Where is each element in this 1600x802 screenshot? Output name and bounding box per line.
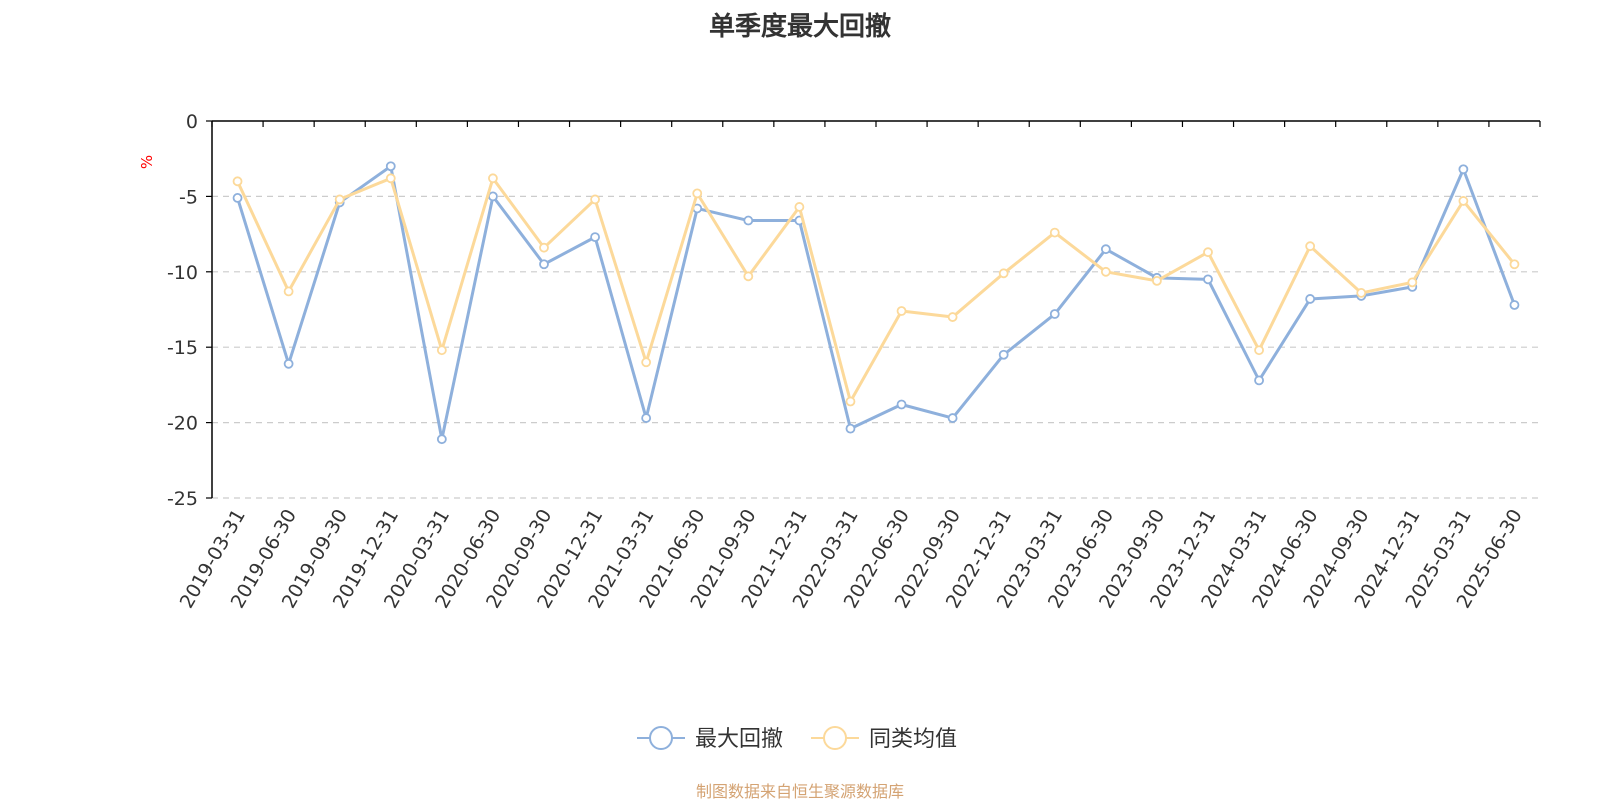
- data-point: [1049, 309, 1060, 319]
- data-point: [947, 312, 958, 322]
- data-point: [1305, 241, 1316, 252]
- data-point: [488, 173, 498, 184]
- data-point: [1100, 266, 1111, 277]
- data-point: [947, 413, 958, 423]
- data-point: [1254, 375, 1264, 386]
- data-point: [692, 188, 703, 199]
- data-point: [794, 202, 805, 212]
- data-point: [896, 399, 907, 410]
- legend-circle-marker: [649, 726, 673, 750]
- data-point: [1203, 274, 1213, 285]
- y-axis-unit-label: %: [138, 155, 156, 169]
- data-point: [1509, 259, 1520, 270]
- y-tick-label: -5: [179, 186, 198, 208]
- data-point: [232, 176, 243, 187]
- data-point: [488, 191, 498, 202]
- data-point: [590, 194, 600, 205]
- legend-circle-marker: [823, 726, 847, 750]
- y-tick-label: -10: [167, 262, 198, 284]
- data-point: [1100, 244, 1111, 255]
- y-tick-label: -20: [167, 413, 198, 435]
- data-point: [998, 349, 1009, 360]
- data-point: [845, 396, 856, 407]
- data-point: [743, 215, 754, 226]
- data-point: [1509, 300, 1520, 310]
- data-point: [1203, 247, 1213, 258]
- data-point: [539, 242, 549, 253]
- data-point: [539, 259, 549, 270]
- data-point: [385, 173, 396, 184]
- data-point: [1049, 227, 1060, 238]
- data-point: [1305, 294, 1316, 304]
- data-point: [334, 194, 345, 205]
- data-point: [896, 306, 907, 316]
- data-point: [1407, 277, 1418, 288]
- series-line-max-drawdown: [236, 164, 1516, 441]
- data-point: [1458, 164, 1469, 175]
- data-point: [436, 345, 447, 356]
- data-point: [1152, 275, 1162, 286]
- data-point: [1254, 345, 1264, 356]
- chart-title: 单季度最大回撤: [708, 12, 891, 42]
- data-point: [283, 358, 294, 369]
- data-point: [590, 232, 600, 243]
- data-point: [1458, 196, 1469, 206]
- y-tick-label: -15: [167, 337, 198, 359]
- legend-label: 同类均值: [869, 727, 957, 752]
- data-point: [845, 423, 856, 434]
- series-line-peer-average: [236, 176, 1516, 403]
- data-point: [998, 268, 1009, 279]
- data-point: [385, 161, 396, 172]
- data-point: [283, 286, 294, 297]
- data-point: [641, 357, 652, 368]
- data-point: [232, 193, 243, 203]
- legend-label: 最大回撤: [695, 727, 783, 752]
- data-point: [641, 413, 652, 423]
- data-point: [1356, 288, 1367, 298]
- y-tick-label: 0: [186, 111, 198, 133]
- y-tick-label: -25: [167, 488, 198, 510]
- data-point: [743, 271, 754, 282]
- data-point: [436, 434, 447, 445]
- data-source-note: 制图数据来自恒生聚源数据库: [695, 782, 904, 801]
